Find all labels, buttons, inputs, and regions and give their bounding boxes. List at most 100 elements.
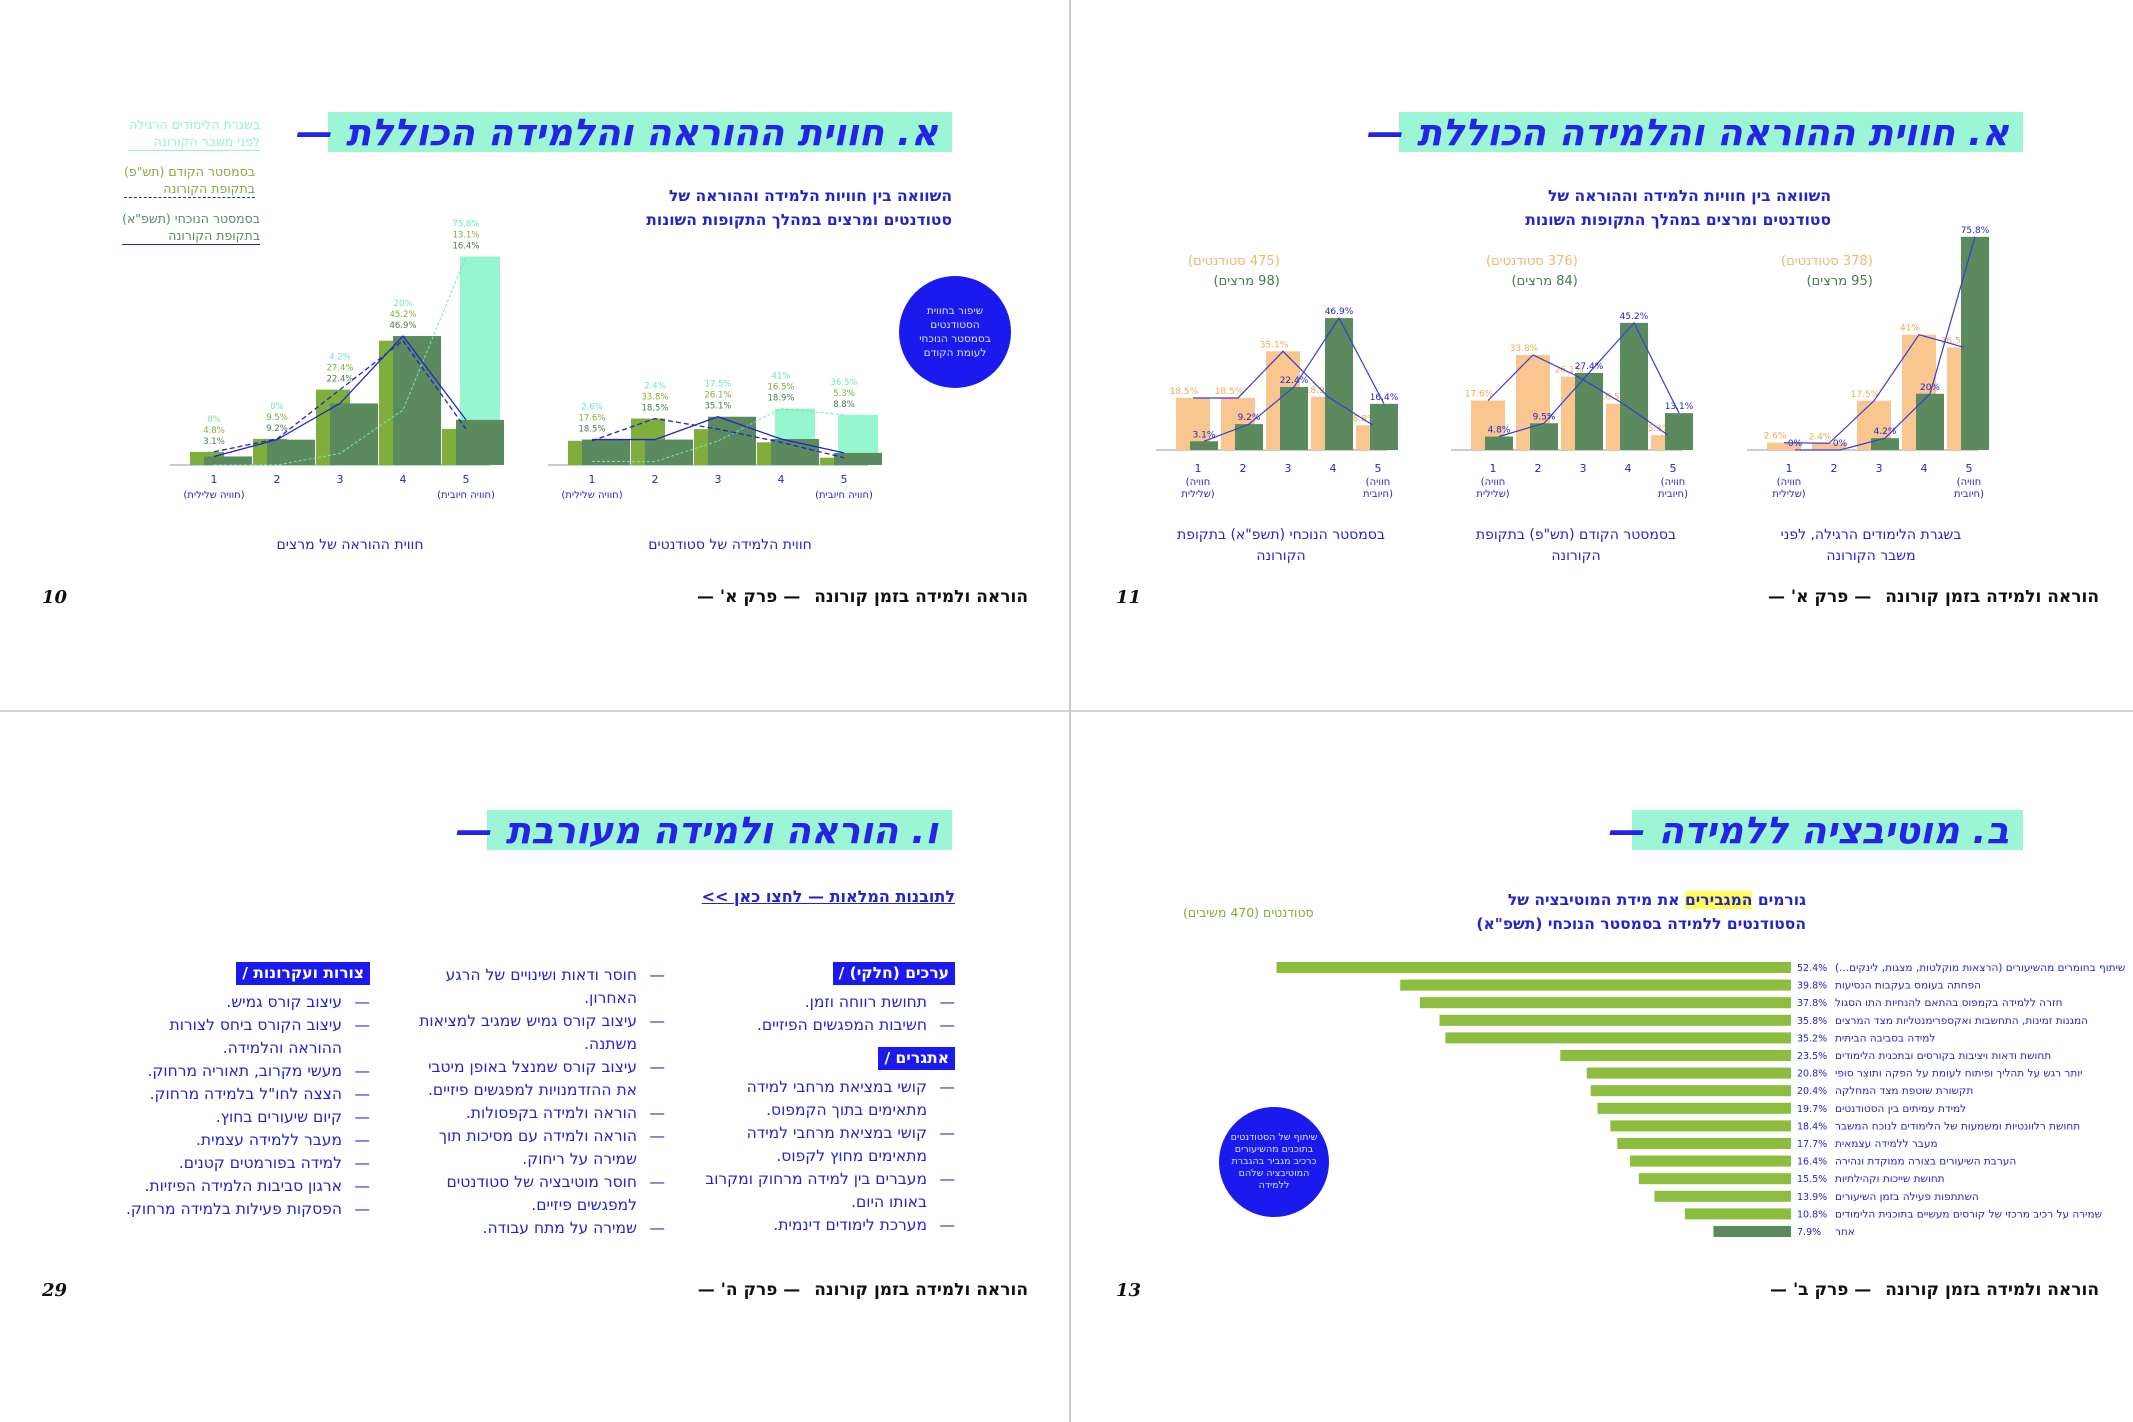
page-subtitle: השוואה בין חוויות הלמידה וההוראה של סטוד… [1525,184,1831,232]
data-label-series-1: 36.5% [830,378,857,388]
forms-item: הצצה לחו"ל בלמידה מרחוק. [120,1083,370,1106]
teacher-bar [1190,441,1218,450]
teacher-bar [1620,322,1648,450]
data-label-series-1: 41% [772,372,791,382]
data-label-series-3: 18.5% [578,425,605,435]
teacher-data-label: 9.5% [1533,412,1556,422]
motivation-category-label: למידת עמיתים בין הסטודנטים [1835,1103,1966,1115]
legend-line: בסמסטר הנוכחי (תשפ"א) [122,211,260,226]
teacher-data-label: 75.8% [1961,226,1990,236]
legend-line: לפני משבר הקורונה [153,134,260,149]
motivation-category-label: השתתפות פעילה בזמן השיעורים [1835,1191,1979,1203]
data-label-series-2: 26.1% [704,391,731,401]
motivation-pct-label: 16.4% [1797,1157,1827,1168]
challenges-item: מערכת לימודים דינמית. [700,1214,955,1237]
page-number: 13 [1116,1280,1142,1301]
data-label-series-1: 17.5% [704,380,731,390]
tick-label: 4 [400,473,407,486]
tick-label: 1 [1490,462,1497,475]
motivation-bar [1617,1138,1791,1149]
values-challenges-column: ערכים (חלקי) / תחושת רווחה וזמן.חשיבות ה… [700,962,955,1247]
motivation-bar [1419,997,1791,1009]
data-label-series-2: 13.1% [452,231,479,241]
insight-circle: שיתוף של הסטודנטים בתוכנים מהשיעורים כרכ… [1219,1107,1329,1217]
teacher-line [1795,236,1976,451]
legend-line: בשגרת הלימודים הרגילה [129,117,260,132]
challenges-continued-item: הוראה ולמידה עם מסיכות תוך שמירה על ריחו… [405,1125,665,1171]
full-insights-link[interactable]: לתובנות המלאות — לחצו כאן >> [701,887,955,906]
tick-sublabel: (חוויה [1777,477,1802,488]
forms-principles-column: צורות ועקרונות / עיצוב קורס גמיש.עיצוב ה… [120,962,370,1231]
teacher-chart-caption: חווית ההוראה של מרצים [276,537,424,553]
subtitle-line-2: סטודנטים ומרצים במהלך התקופות השונות [646,211,952,229]
legend-line: בסמסטר הקודם (תש"פ) [124,164,255,179]
page-footer: הוראה ולמידה בזמן קורונה — פרק ב' — [1770,1280,2099,1300]
page-13-title-bar: ב. מוטיבציה ללמידה — [1609,809,2023,852]
tick-sublabel: (חוויה שלילית) [561,490,622,501]
line-series-3 [213,335,467,458]
tick-sublabel: (חוויה [1661,477,1686,488]
data-label-series-2: 16.5% [767,383,794,393]
motivation-category-label: תחושת ודאות ויציבות בקורסים ובתכנית הלימ… [1835,1050,2051,1062]
data-label-series-1: 20% [394,299,413,309]
challenges-continued-item: עיצוב קורס שמנצל באופן מיטבי את ההזדמנוי… [405,1056,665,1102]
values-list: תחושת רווחה וזמן.חשיבות המפגשים הפיזיים. [700,991,955,1037]
legend-item-current: בסמסטר הנוכחי (תשפ"א) בתקופת הקורונה [122,210,260,245]
footer-book-title: הוראה ולמידה בזמן קורונה [814,587,1028,607]
student-data-label: 17.5% [1851,390,1880,400]
motivation-pct-label: 17.7% [1797,1139,1827,1150]
student-data-label: 18.9% [1305,386,1334,396]
subtitle-line-1: השוואה בין חוויות הלמידה וההוראה של [1548,187,1831,205]
tick-sublabel: (חוויה שלילית) [183,490,244,501]
tick-label: 5 [1966,462,1973,475]
student-data-label: 41% [1900,324,1920,334]
student-data-label: 18.5% [1215,387,1244,397]
tick-label: 3 [1580,462,1587,475]
teacher-line [1203,316,1385,442]
line-series-2 [213,339,467,453]
motivation-pct-label: 35.2% [1797,1033,1827,1044]
insight-circle-text: שיפור בחווית הסטודנטים בסמסטר הנוכחי לעו… [919,305,991,359]
footer-chapter: — פרק ה' — [697,1280,801,1300]
data-label-series-2: 5.3% [833,389,855,399]
tick-label: 5 [463,473,470,486]
motivation-bar [1654,1190,1791,1202]
regular-routine-chart: 2.6% 2.4% 17.5% 41% 36.5% 0% 0% 4.2% 20% 75.8% 1 (ח… [1747,226,1990,500]
motivation-category-label: הפחתה בעומס בעקבות הנסיעות [1835,980,1981,992]
bar-series-3 [204,456,252,465]
tick-label: 3 [1285,462,1292,475]
tick-label: 2 [1831,462,1838,475]
page-11-title-bar: א. חווית ההוראה והלמידה הכוללת — [1367,111,2023,154]
teacher-bar [1370,403,1398,450]
motivation-bar [1445,1032,1791,1044]
line-series-1 [591,408,845,463]
student-line [1487,354,1669,436]
teacher-data-label: 46.9% [1325,307,1354,317]
motivation-pct-label: 20.4% [1797,1086,1827,1097]
tick-label: 2 [1240,462,1247,475]
forms-item: ארגון סביבות הלמידה הפיזיות. [120,1175,370,1198]
challenges-list-continued: חוסר ודאות ושינויים של הרגע האחרון.עיצוב… [405,964,665,1240]
motivation-bar [1276,962,1791,973]
line-series-3 [592,416,845,454]
tick-label: 5 [841,473,848,486]
footer-chapter: — פרק א' — [697,587,801,607]
teacher-data-label: 20% [1920,383,1940,393]
page-11: א. חווית ההוראה והלמידה הכוללת — השוואה … [1071,0,2131,700]
motivation-category-label: חזרה ללמידה בקמפוס בהתאם להנחיות התו הסג… [1835,997,2062,1009]
motivation-bar [1597,1102,1791,1114]
respondents-teachers: (84 מרצים) [1511,274,1578,289]
motivation-category-label: תחושת רלוונטיות ומשמעות של הלימודים לנוכ… [1835,1120,2080,1132]
data-label-series-3: 18.9% [767,394,794,404]
data-label-series-3: 46.9% [389,321,416,331]
student-data-label: 18.5% [1170,387,1199,397]
values-header: ערכים (חלקי) / [832,962,955,985]
teacher-bar [1235,424,1263,450]
student-data-label: 17.6% [1465,390,1494,400]
data-label-series-3: 9.2% [266,424,288,434]
student-bar [1812,443,1846,450]
forms-item: מעבר ללמידה עצמית. [120,1129,370,1152]
forms-list: עיצוב קורס גמיש.עיצוב הקורס ביחס לצורות … [120,991,370,1221]
previous-semester-chart: 17.6%33.8%26.1%16.5%5.3%4.8%9.5%27.4%45.… [1451,312,1694,500]
bar-series-3 [834,452,882,465]
